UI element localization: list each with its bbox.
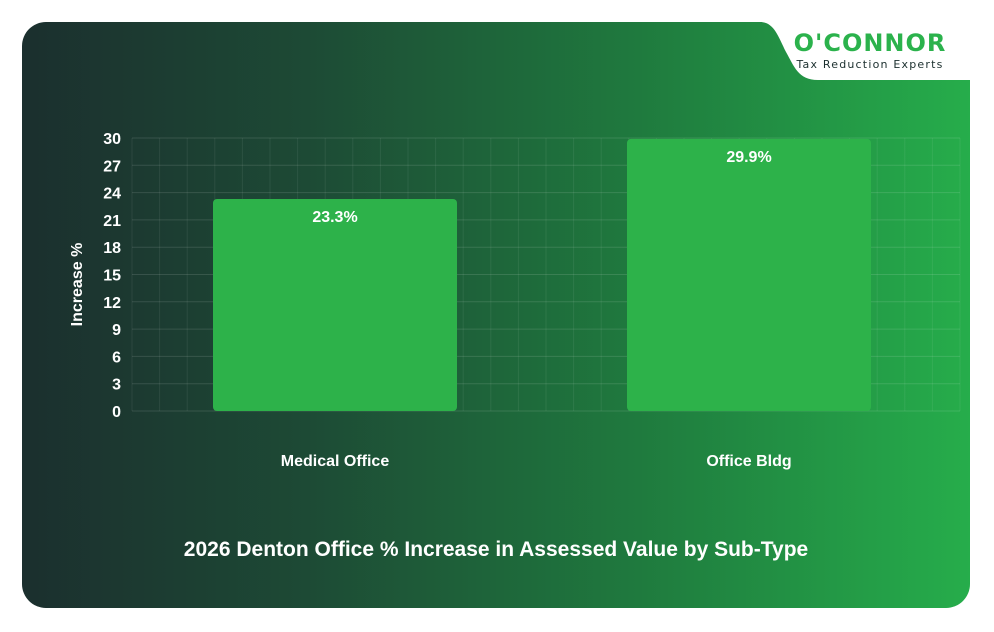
y-tick-label: 24 xyxy=(103,186,121,203)
data-label: 23.3% xyxy=(312,209,357,226)
logo-name: O'CONNOR xyxy=(793,29,947,57)
logo-tab: O'CONNOR Tax Reduction Experts xyxy=(760,22,970,80)
y-tick-label: 12 xyxy=(103,295,121,312)
y-tick-label: 9 xyxy=(112,322,121,339)
y-tick-label: 3 xyxy=(112,377,121,394)
bar xyxy=(627,138,871,411)
logo-tab-shape xyxy=(760,22,970,80)
y-tick-label: 6 xyxy=(112,349,121,366)
chart-title: 2026 Denton Office % Increase in Assesse… xyxy=(183,538,809,561)
y-axis-label: Increase % xyxy=(69,243,86,327)
y-tick-label: 21 xyxy=(103,213,121,230)
y-tick-label: 27 xyxy=(103,158,121,175)
logo-tagline: Tax Reduction Experts xyxy=(796,58,944,71)
y-tick-label: 0 xyxy=(112,404,121,421)
data-label: 29.9% xyxy=(726,149,771,166)
x-tick-label: Office Bldg xyxy=(706,453,791,470)
y-tick-label: 15 xyxy=(103,268,121,285)
y-tick-label: 18 xyxy=(103,240,121,257)
bar xyxy=(213,198,457,411)
logo: O'CONNOR Tax Reduction Experts xyxy=(770,30,970,72)
x-tick-label: Medical Office xyxy=(281,453,390,470)
y-tick-label: 30 xyxy=(103,131,121,148)
